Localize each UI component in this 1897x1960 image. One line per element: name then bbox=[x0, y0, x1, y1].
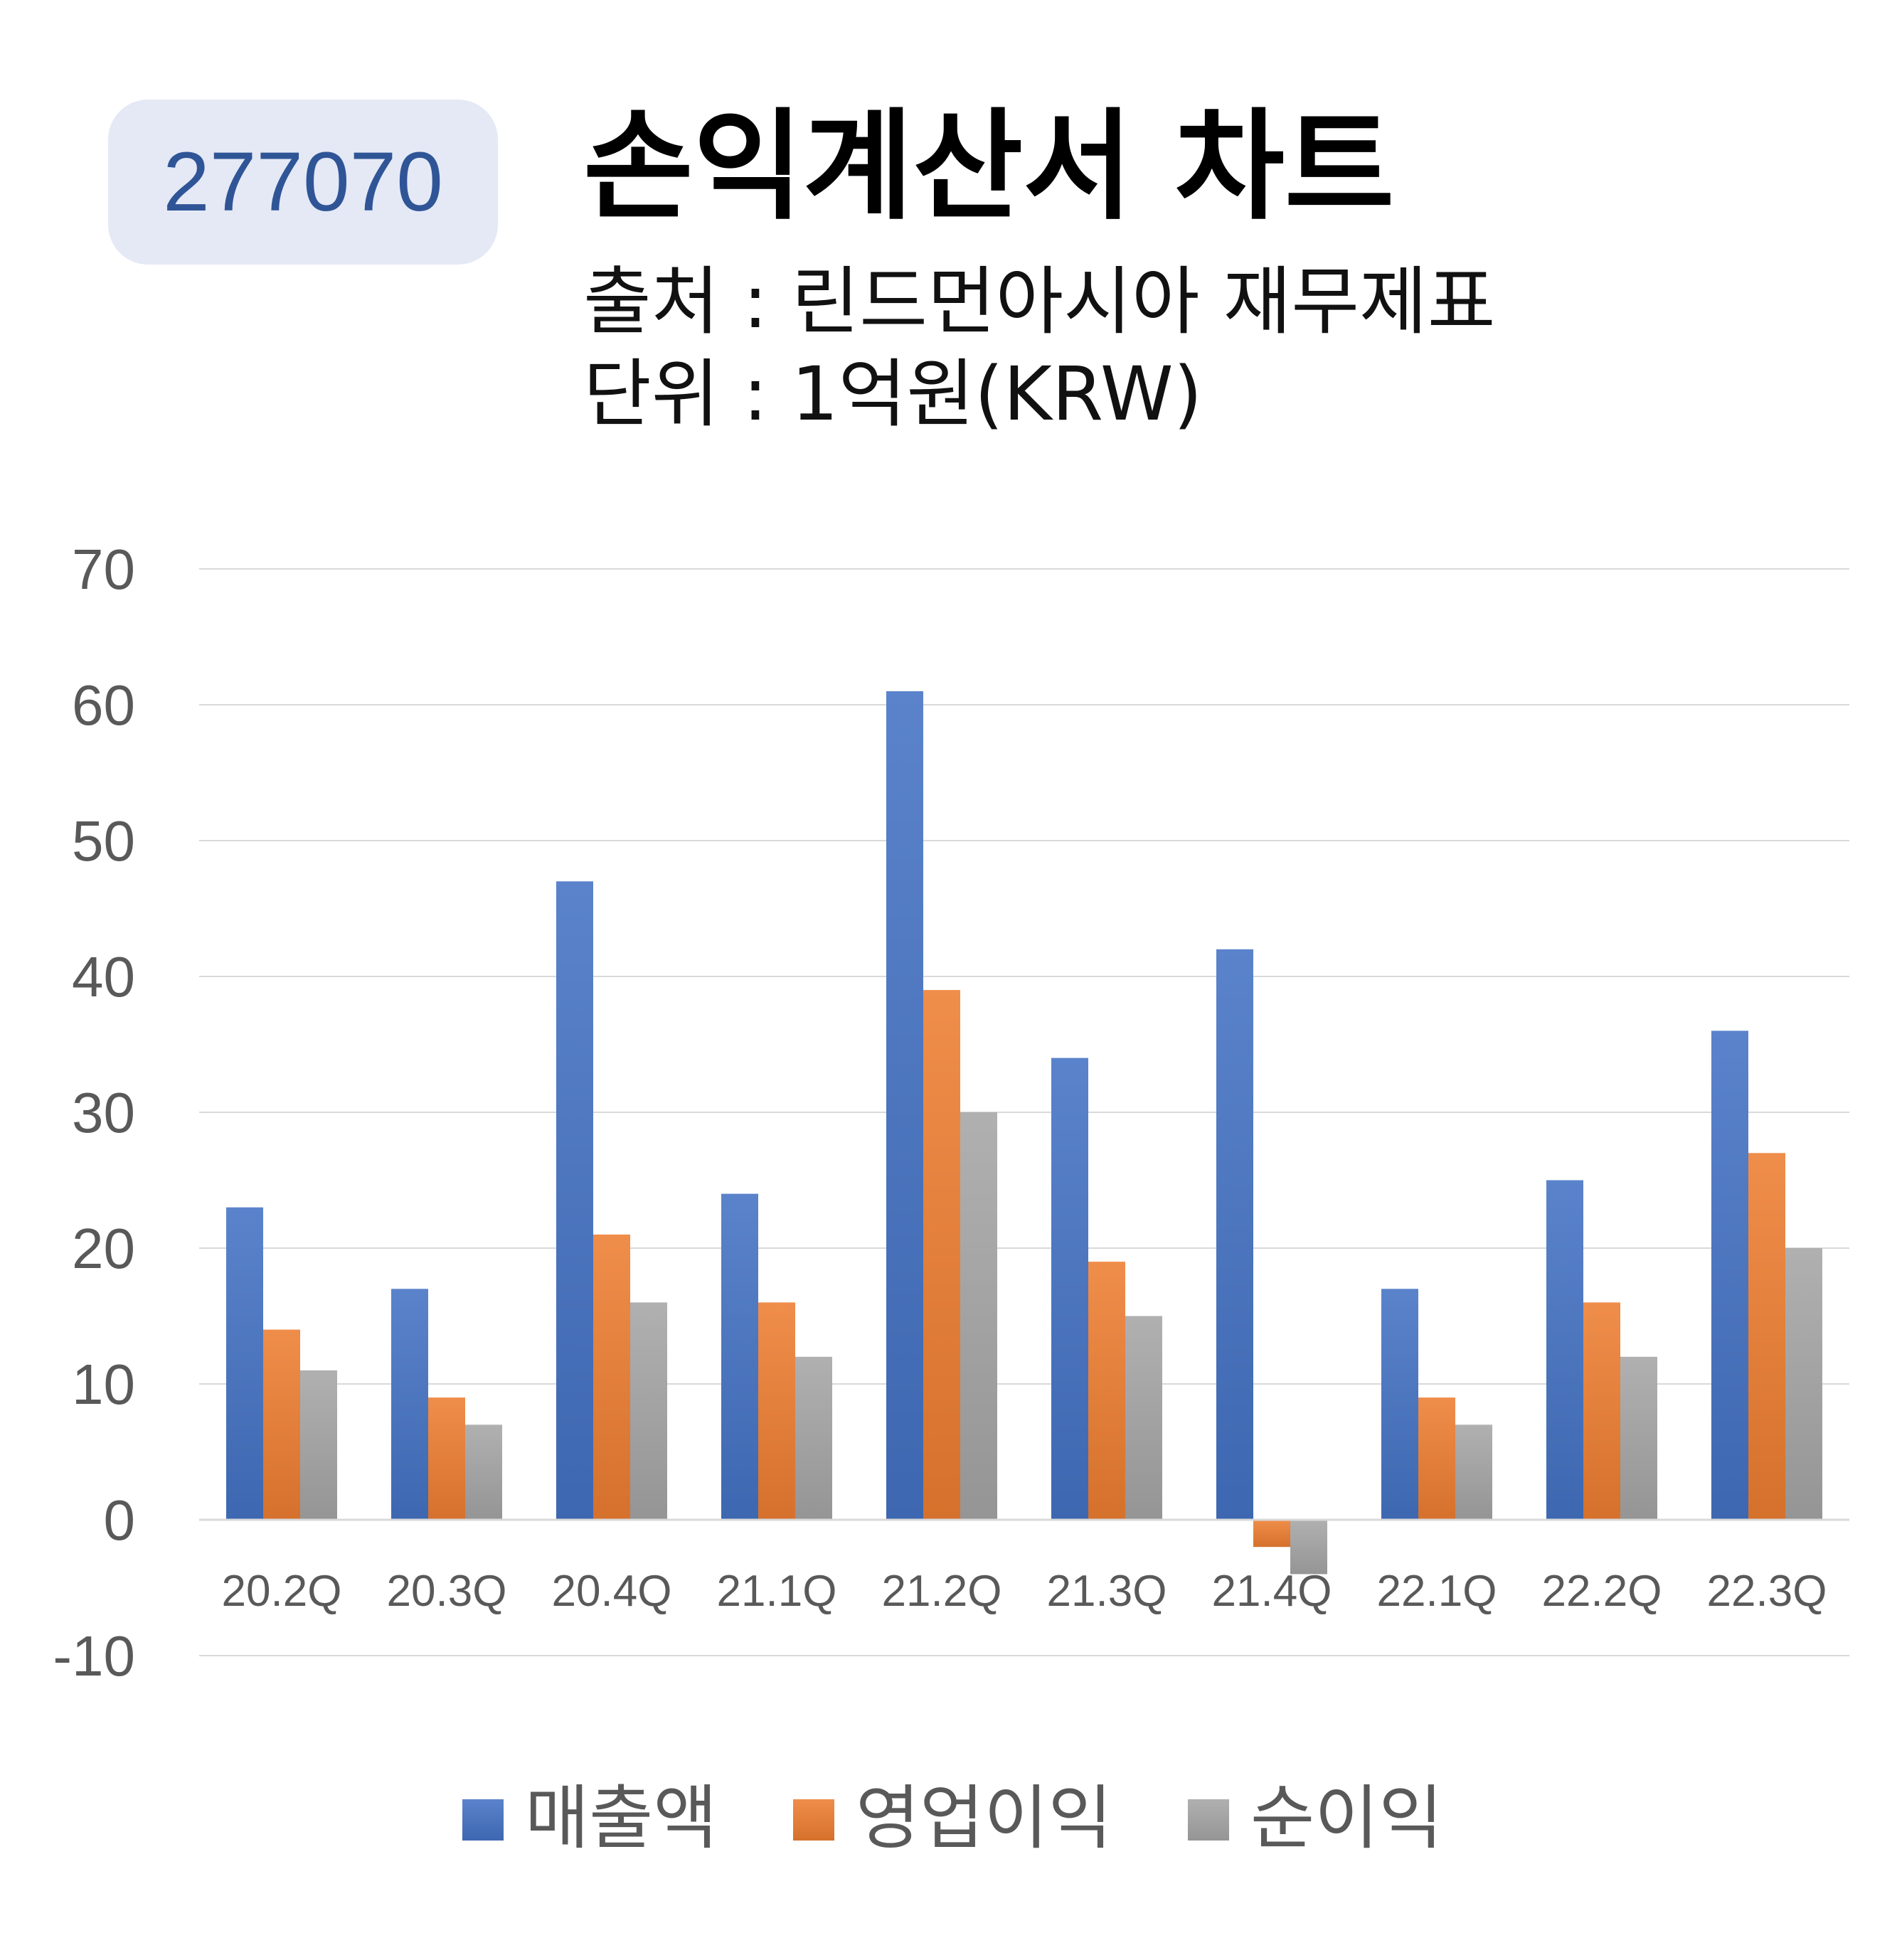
bar-20.3Q-순이익 bbox=[465, 1424, 502, 1520]
x-tick-label: 20.2Q bbox=[222, 1567, 342, 1616]
bar-22.1Q-매출액 bbox=[1381, 1289, 1418, 1520]
stock-code: 277070 bbox=[163, 135, 443, 229]
bar-22.1Q-영업이익 bbox=[1418, 1397, 1455, 1520]
bar-21.3Q-영업이익 bbox=[1088, 1262, 1125, 1520]
y-axis-ticks: -10 0 10 20 30 40 50 60 70 bbox=[53, 538, 135, 1688]
x-tick-label: 21.4Q bbox=[1212, 1567, 1332, 1616]
bar-22.3Q-순이익 bbox=[1785, 1248, 1822, 1520]
x-axis-ticks: 20.2Q 20.3Q 20.4Q 21.1Q 21.2Q 21.3Q 21.4Q 22.1Q… bbox=[222, 1567, 1827, 1616]
y-tick-label: 50 bbox=[72, 809, 135, 873]
bar-21.4Q-영업이익 bbox=[1253, 1520, 1290, 1548]
y-tick-label: 70 bbox=[72, 538, 135, 601]
y-tick-label: 30 bbox=[72, 1081, 135, 1144]
bar-22.2Q-영업이익 bbox=[1583, 1302, 1620, 1520]
bar-21.1Q-매출액 bbox=[721, 1193, 758, 1520]
x-tick-label: 20.3Q bbox=[387, 1567, 507, 1616]
x-tick-label: 22.2Q bbox=[1542, 1567, 1662, 1616]
bar-21.1Q-영업이익 bbox=[758, 1302, 795, 1520]
legend: 매출액 영업이익 순이익 bbox=[462, 1778, 1442, 1859]
bar-20.4Q-영업이익 bbox=[593, 1234, 630, 1520]
bar-21.2Q-영업이익 bbox=[923, 990, 960, 1520]
y-tick-label: 40 bbox=[72, 945, 135, 1008]
bar-20.2Q-매출액 bbox=[226, 1207, 263, 1520]
x-tick-label: 22.3Q bbox=[1707, 1567, 1827, 1616]
x-tick-label: 20.4Q bbox=[552, 1567, 672, 1616]
chart-title: 손익계산서 차트 bbox=[583, 97, 1395, 236]
y-tick-label: 0 bbox=[104, 1488, 136, 1552]
bar-22.2Q-순이익 bbox=[1620, 1356, 1657, 1520]
bar-22.2Q-매출액 bbox=[1546, 1180, 1583, 1520]
bar-20.2Q-영업이익 bbox=[263, 1329, 300, 1520]
bar-22.3Q-영업이익 bbox=[1748, 1153, 1785, 1520]
legend-swatch bbox=[1188, 1799, 1229, 1841]
bar-20.3Q-매출액 bbox=[391, 1289, 428, 1520]
bar-20.4Q-매출액 bbox=[556, 881, 593, 1520]
bar-21.4Q-매출액 bbox=[1216, 949, 1253, 1520]
bar-20.4Q-순이익 bbox=[630, 1302, 667, 1520]
bar-21.2Q-매출액 bbox=[886, 691, 923, 1520]
legend-label: 영업이익 bbox=[856, 1778, 1112, 1859]
bar-20.2Q-순이익 bbox=[300, 1370, 337, 1520]
x-tick-label: 21.3Q bbox=[1047, 1567, 1167, 1616]
legend-swatch bbox=[462, 1799, 504, 1841]
bar-21.3Q-순이익 bbox=[1125, 1316, 1162, 1520]
source-text: 출처 : 린드먼아시아 재무제표 bbox=[583, 258, 1496, 345]
bar-21.4Q-순이익 bbox=[1290, 1520, 1327, 1575]
bar-20.3Q-영업이익 bbox=[428, 1397, 465, 1520]
x-tick-label: 21.1Q bbox=[717, 1567, 837, 1616]
legend-label: 매출액 bbox=[525, 1778, 717, 1859]
bars bbox=[226, 691, 1822, 1575]
unit-text: 단위 : 1억원(KRW) bbox=[583, 351, 1203, 437]
bar-21.1Q-순이익 bbox=[795, 1356, 832, 1520]
y-tick-label: 20 bbox=[72, 1217, 135, 1280]
bar-22.1Q-순이익 bbox=[1455, 1424, 1492, 1520]
y-tick-label: 60 bbox=[72, 673, 135, 737]
bar-21.3Q-매출액 bbox=[1051, 1058, 1088, 1520]
legend-swatch bbox=[793, 1799, 834, 1841]
bar-22.3Q-매출액 bbox=[1711, 1030, 1748, 1520]
x-tick-label: 22.1Q bbox=[1377, 1567, 1497, 1616]
x-tick-label: 21.2Q bbox=[882, 1567, 1002, 1616]
legend-label: 순이익 bbox=[1250, 1778, 1442, 1859]
y-tick-label: 10 bbox=[72, 1353, 135, 1416]
stock-code-badge: 277070 bbox=[108, 100, 498, 265]
grid-lines bbox=[199, 568, 1849, 1656]
bar-21.2Q-순이익 bbox=[960, 1112, 997, 1520]
y-tick-label: -10 bbox=[53, 1624, 135, 1688]
